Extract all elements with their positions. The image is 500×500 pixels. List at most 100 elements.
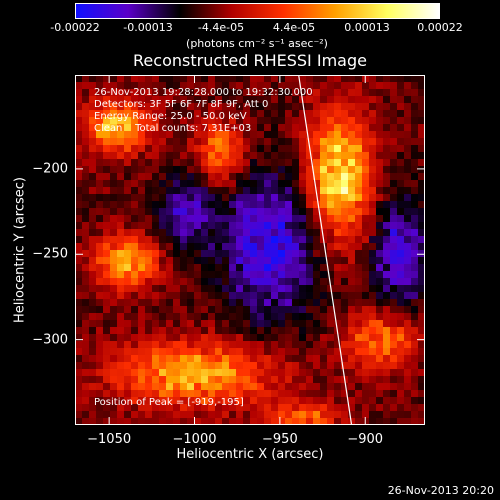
heatmap-cell: [222, 138, 229, 145]
heatmap-cell: [215, 75, 222, 82]
heatmap-cell: [369, 103, 376, 110]
heatmap-cell: [320, 229, 327, 236]
heatmap-cell: [180, 124, 187, 131]
heatmap-cell: [173, 229, 180, 236]
heatmap-cell: [250, 159, 257, 166]
heatmap-cell: [397, 138, 404, 145]
heatmap-cell: [173, 390, 180, 397]
heatmap-cell: [271, 96, 278, 103]
heatmap-cell: [145, 320, 152, 327]
heatmap-cell: [180, 166, 187, 173]
heatmap-cell: [75, 299, 82, 306]
heatmap-cell: [145, 103, 152, 110]
heatmap-cell: [131, 173, 138, 180]
heatmap-cell: [96, 418, 103, 425]
heatmap-cell: [306, 362, 313, 369]
heatmap-cell: [215, 369, 222, 376]
heatmap-cell: [187, 110, 194, 117]
heatmap-cell: [341, 257, 348, 264]
heatmap-cell: [404, 138, 411, 145]
heatmap-cell: [334, 222, 341, 229]
heatmap-cell: [222, 341, 229, 348]
heatmap-cell: [348, 110, 355, 117]
heatmap-cell: [229, 152, 236, 159]
heatmap-cell: [355, 306, 362, 313]
heatmap-cell: [383, 89, 390, 96]
heatmap-cell: [124, 236, 131, 243]
heatmap-cell: [390, 313, 397, 320]
heatmap-cell: [397, 348, 404, 355]
heatmap-cell: [201, 341, 208, 348]
heatmap-cell: [215, 145, 222, 152]
heatmap-cell: [313, 180, 320, 187]
heatmap-cell: [236, 320, 243, 327]
heatmap-cell: [194, 397, 201, 404]
heatmap-cell: [418, 124, 425, 131]
heatmap-cell: [222, 418, 229, 425]
heatmap-cell: [82, 278, 89, 285]
heatmap-cell: [138, 180, 145, 187]
heatmap-cell: [208, 243, 215, 250]
heatmap-cell: [243, 355, 250, 362]
heatmap-cell: [341, 397, 348, 404]
heatmap-cell: [96, 103, 103, 110]
heatmap-cell: [320, 418, 327, 425]
heatmap-cell: [306, 327, 313, 334]
heatmap-cell: [180, 145, 187, 152]
heatmap-cell: [369, 320, 376, 327]
heatmap-cell: [292, 173, 299, 180]
heatmap-cell: [404, 313, 411, 320]
heatmap-cell: [152, 215, 159, 222]
heatmap-cell: [96, 131, 103, 138]
heatmap-cell: [404, 250, 411, 257]
heatmap-cell: [159, 201, 166, 208]
heatmap-cell: [404, 159, 411, 166]
heatmap-cell: [201, 103, 208, 110]
heatmap-cell: [418, 250, 425, 257]
heatmap-cell: [383, 159, 390, 166]
heatmap-cell: [138, 390, 145, 397]
heatmap-cell: [257, 397, 264, 404]
heatmap-cell: [390, 334, 397, 341]
heatmap-cell: [229, 348, 236, 355]
heatmap-cell: [418, 152, 425, 159]
heatmap-cell: [404, 299, 411, 306]
heatmap-cell: [306, 383, 313, 390]
heatmap-cell: [187, 89, 194, 96]
heatmap-cell: [75, 320, 82, 327]
heatmap-cell: [278, 306, 285, 313]
heatmap-cell: [299, 376, 306, 383]
heatmap-cell: [215, 411, 222, 418]
heatmap-cell: [166, 236, 173, 243]
heatmap-cell: [299, 75, 306, 82]
heatmap-cell: [201, 327, 208, 334]
heatmap-cell: [376, 103, 383, 110]
heatmap-cell: [257, 271, 264, 278]
heatmap-cell: [404, 327, 411, 334]
heatmap-cell: [404, 278, 411, 285]
heatmap-cell: [278, 264, 285, 271]
heatmap-cell: [278, 313, 285, 320]
heatmap-cell: [215, 320, 222, 327]
heatmap-cell: [159, 362, 166, 369]
heatmap-cell: [201, 271, 208, 278]
heatmap-cell: [75, 264, 82, 271]
heatmap-cell: [173, 271, 180, 278]
heatmap-cell: [117, 82, 124, 89]
heatmap-cell: [292, 348, 299, 355]
heatmap-cell: [236, 271, 243, 278]
heatmap-cell: [131, 362, 138, 369]
heatmap-cell: [117, 215, 124, 222]
heatmap-cell: [187, 166, 194, 173]
heatmap-cell: [166, 166, 173, 173]
heatmap-cell: [103, 166, 110, 173]
heatmap-cell: [355, 82, 362, 89]
heatmap-cell: [376, 166, 383, 173]
heatmap-cell: [138, 334, 145, 341]
heatmap-cell: [236, 117, 243, 124]
heatmap-cell: [103, 278, 110, 285]
heatmap-cell: [285, 390, 292, 397]
heatmap-cell: [334, 110, 341, 117]
heatmap-cell: [229, 418, 236, 425]
colorbar-tick-label: 4.4e-05: [272, 21, 316, 34]
